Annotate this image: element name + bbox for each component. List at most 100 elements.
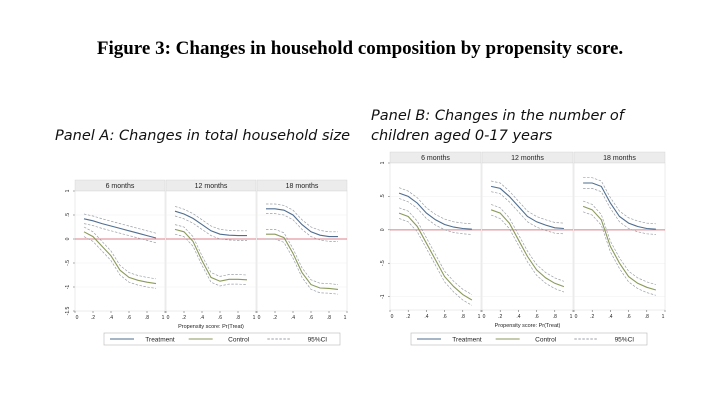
panel-a-subplot-3-x-tick-label: .6 — [309, 315, 313, 321]
panel-a-legend-label-3: 95%CI — [308, 336, 328, 343]
panel-a-subplot-3-treatment-ci-lower — [266, 213, 338, 242]
panel-b-subplot-1-control-line — [398, 212, 473, 301]
panel-b-y-tick-label: -.5 — [380, 260, 386, 266]
panel-a-subplot-1-x-tick-label: .2 — [91, 315, 95, 321]
panel-b-subplot-2-plot-area — [481, 162, 574, 311]
panel-a-subplot-2-control-ci-lower — [174, 233, 248, 287]
panel-b-legend-label-2: Control — [535, 336, 557, 343]
panel-b-subplot-1-treatment-line — [398, 192, 472, 230]
panel-b-legend-label-3: 95%CI — [615, 336, 635, 343]
panel-b-subplot-3-treatment-ci-upper — [583, 177, 656, 225]
panel-b-subplot-1-treatment-ci-lower — [398, 198, 472, 235]
panel-a-subplot-3-control-ci-upper — [266, 229, 339, 285]
panel-b-subplot-3-x-tick-label: .4 — [608, 314, 612, 320]
panel-b-subplot-3-title: 18 months — [603, 155, 636, 162]
panel-b-subplot-2-x-tick-label: 0 — [483, 314, 486, 320]
panel-a-subplot-2-x-tick-label: .8 — [236, 315, 240, 321]
panel-a-subplot-2-x-tick-label: .2 — [182, 315, 186, 321]
panel-a-subplot-1-x-tick-label: .8 — [145, 315, 149, 321]
panel-b-subplot-3-treatment-ci-lower — [583, 188, 656, 235]
panel-a-y-tick-label: -1.5 — [65, 306, 71, 315]
panel-b-subplot-3-x-tick-label: 0 — [575, 314, 578, 320]
panel-a-subplot-3-x-tick-label: .8 — [327, 315, 331, 321]
panel-a-subplot-1-control-ci-lower — [83, 236, 157, 289]
panel-b-subplot-1-x-tick-label: .2 — [406, 314, 410, 320]
panel-a-subplot-2-treatment-line — [174, 210, 247, 237]
panel-b-subplot-3-x-tick-label: 1 — [662, 314, 665, 320]
panel-b-subplot-3-plot-area — [573, 162, 666, 311]
panel-a-y-tick-label: .5 — [65, 213, 71, 217]
panel-a-y-tick-label: 1 — [65, 189, 71, 192]
panel-a-legend — [103, 332, 341, 346]
panel-b-title: Panel B: Changes in the number of childr… — [371, 108, 624, 144]
panel-b-subplot-1-plot-area — [389, 162, 482, 311]
panel-b-subplot-2-x-tick-label: .6 — [535, 314, 539, 320]
panel-b-y-tick-label: .5 — [380, 194, 386, 198]
panel-a-subplot-1-x-tick-label: .6 — [127, 315, 131, 321]
panel-a-subplot-1-plot-area — [74, 190, 166, 312]
panel-b-subplot-1-control-ci-upper — [398, 207, 473, 295]
panel-b-subplot-3-treatment-line — [583, 182, 656, 230]
panel-a-subplot-3-x-tick-label: .2 — [273, 315, 277, 321]
panel-a-subplot-3-control-line — [266, 233, 339, 290]
panel-b-subplot-1-x-tick-label: 1 — [478, 314, 481, 320]
panel-a-subplot-2-plot-area — [165, 190, 257, 312]
panel-a-subplot-2-treatment-ci-upper — [174, 206, 247, 232]
panel-b-subplot-1-treatment-ci-upper — [398, 187, 472, 225]
panel-b-subplot-2-treatment-ci-lower — [491, 191, 564, 235]
panel-b-subplot-3-x-tick-label: .8 — [645, 314, 649, 320]
panel-b-subplot-3-control-ci-upper — [582, 200, 656, 285]
panel-a-y-tick-label: 0 — [65, 237, 71, 240]
panel-b-subplot-2-title: 12 months — [511, 155, 544, 162]
panel-b-subplot-1-x-tick-label: .8 — [461, 314, 465, 320]
panel-a-subplot-3-x-tick-label: 0 — [258, 315, 261, 321]
panel-b-y-tick-label: 0 — [380, 228, 386, 231]
panel-a-subplot-2-x-tick-label: 0 — [167, 315, 170, 321]
panel-b-subplot-3-control-line — [582, 205, 657, 291]
panel-a-legend-label-2: Control — [228, 336, 250, 343]
panel-b-subplot-1-x-tick-label: .6 — [443, 314, 447, 320]
panel-b-subplot-3-x-tick-label: .6 — [627, 314, 631, 320]
panel-a-subplot-2-control-line — [174, 228, 248, 282]
panel-b-subplot-2-control-ci-lower — [490, 214, 565, 293]
panel-b-subplot-2-treatment-ci-upper — [491, 180, 564, 224]
panel-a-subplot-1-control-ci-upper — [83, 226, 157, 280]
panel-b-legend-label-1: Treatment — [452, 336, 482, 343]
panel-a-subplot-1-control-line — [83, 231, 157, 285]
panel-a-subplot-3-x-tick-label: .4 — [291, 315, 295, 321]
panel-a-subplot-1-x-tick-label: .4 — [109, 315, 113, 321]
panel-b-subplot-2-control-ci-upper — [490, 204, 565, 282]
panel-b-legend — [410, 332, 648, 346]
panel-a-title: Panel A: Changes in total household size — [55, 128, 351, 144]
panel-a-subplot-2-x-tick-label: 1 — [253, 315, 256, 321]
panel-a-subplot-3-treatment-line — [266, 208, 338, 238]
panel-a-subplot-2-title: 12 months — [195, 183, 228, 190]
figure-title: Figure 3: Changes in household compositi… — [96, 38, 624, 59]
panel-b-y-tick-label: -1 — [380, 294, 386, 299]
panel-a-y-tick-label: -.5 — [65, 260, 71, 266]
panel-b-subplot-3-control-ci-lower — [582, 211, 656, 296]
panel-a-subplot-3-plot-area — [256, 190, 348, 312]
panel-a-legend-label-1: Treatment — [145, 336, 175, 343]
panel-b-subplot-3-x-tick-label: .2 — [590, 314, 594, 320]
panel-a-subplot-1-treatment-line — [83, 218, 157, 239]
panel-b-subplot-2-x-tick-label: 1 — [570, 314, 573, 320]
panel-a-subplot-2-x-tick-label: .4 — [200, 315, 204, 321]
panel-a-subplot-3-title: 18 months — [286, 183, 319, 190]
panel-a-subplot-1-treatment-ci-lower — [83, 223, 157, 244]
panel-b-y-tick-label: 1 — [380, 161, 386, 164]
panel-a-subplot-3-x-tick-label: 1 — [344, 315, 347, 321]
panel-a-subplot-2-treatment-ci-lower — [174, 215, 247, 241]
panel-a-subplot-2-x-tick-label: .6 — [218, 315, 222, 321]
panel-a-subplot-1-x-tick-label: 0 — [76, 315, 79, 321]
panel-a-y-tick-label: -1 — [65, 285, 71, 290]
panel-b-subplot-1-x-tick-label: 0 — [391, 314, 394, 320]
panel-b-subplot-1-x-tick-label: .4 — [424, 314, 428, 320]
panel-a-subplot-3-treatment-ci-upper — [266, 203, 338, 233]
panel-b-x-axis-label: Propensity score: Pr(Treat) — [495, 323, 561, 329]
panel-a-subplot-1-x-tick-label: 1 — [162, 315, 165, 321]
panel-b-subplot-1-title: 6 months — [421, 155, 450, 162]
panel-a-subplot-2-control-ci-upper — [174, 224, 248, 277]
